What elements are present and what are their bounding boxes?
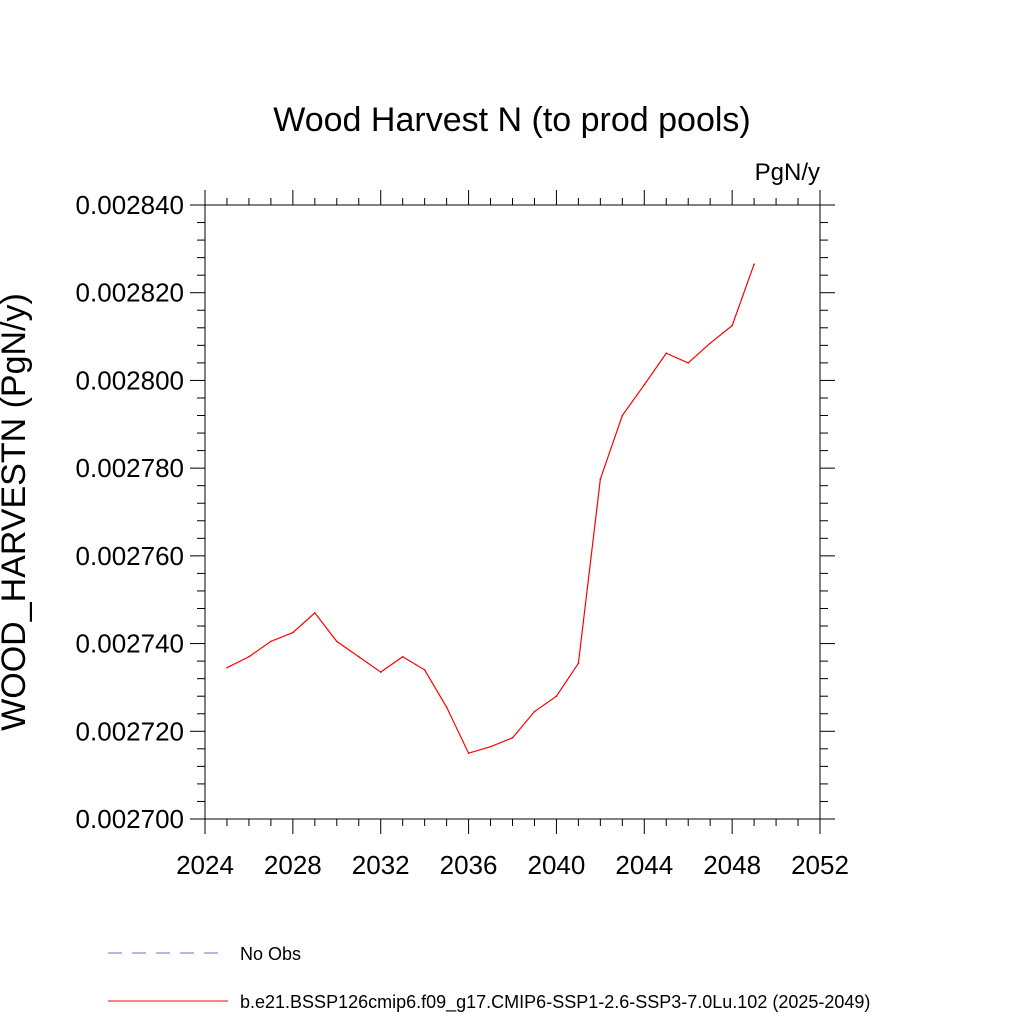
data-point [335,640,338,643]
plot-frame [204,204,821,820]
data-point [445,706,448,708]
y-tick-label: 0.002800 [76,365,184,395]
data-point [533,710,536,713]
y-tick-label: 0.002760 [76,541,184,571]
x-tick-labels: 2024 2028 2032 2036 2040 2044 2048 2052 [176,850,849,880]
data-point [379,671,382,673]
y-tick-label: 0.002740 [76,629,184,659]
data-point [577,662,580,665]
x-tick-label: 2032 [352,850,410,880]
data-point [248,655,250,658]
x-tick-label: 2028 [264,850,322,880]
data-point [489,745,492,748]
series-line [226,264,755,754]
data-point [292,631,294,634]
data-point [314,612,316,614]
x-tick-label: 2036 [440,850,498,880]
data-point [599,478,602,480]
data-point [665,352,668,355]
data-point [467,752,470,755]
data-point [709,342,711,344]
data-point [687,362,690,364]
legend-label: b.e21.BSSP126cmip6.f09_g17.CMIP6-SSP1-2.… [240,992,870,1013]
legend: No Obs b.e21.BSSP126cmip6.f09_g17.CMIP6-S… [108,944,870,1013]
data-point [621,414,624,417]
data-point [555,695,558,697]
data-point [511,737,514,739]
x-tick-label: 2040 [528,850,586,880]
x-tick-label: 2024 [176,850,234,880]
y-tick-label: 0.002820 [76,278,184,308]
y-tick-label: 0.002720 [76,716,184,746]
data-point [357,655,360,658]
y-tick-labels: 0.002700 0.002720 0.002740 0.002760 0.002780… [76,190,184,834]
y-tick-label: 0.002840 [76,190,184,220]
x-tick-label: 2052 [791,850,849,880]
series-lines [226,263,755,755]
data-point [423,669,426,671]
data-point [753,263,755,266]
y-tick-label: 0.002700 [76,804,184,834]
data-point [270,640,272,643]
data-point [401,655,404,658]
axis-ticks [190,190,835,834]
data-point [226,666,228,669]
units-label: PgN/y [755,159,820,186]
x-tick-label: 2044 [615,850,673,880]
y-tick-label: 0.002780 [76,453,184,483]
data-point [643,384,646,386]
chart-title: Wood Harvest N (to prod pools) [273,101,750,139]
legend-label: No Obs [240,944,301,964]
x-tick-label: 2048 [703,850,761,880]
data-point [731,324,733,327]
y-axis-label: WOOD_HARVESTN (PgN/y) [0,293,33,731]
